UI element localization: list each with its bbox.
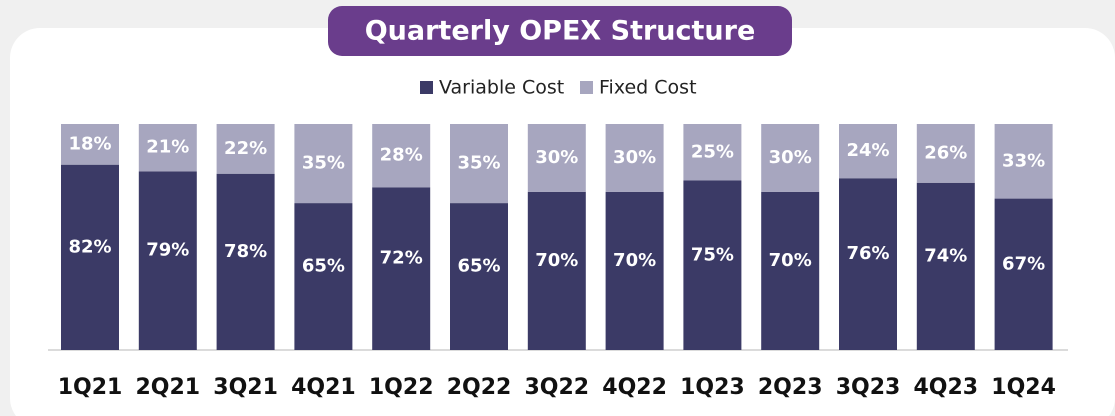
value-label: 65% [457, 256, 500, 277]
bar-segment [916, 182, 975, 350]
value-label: 18% [68, 133, 111, 154]
bar-segment [450, 203, 508, 350]
x-tick-label: 3Q23 [836, 375, 901, 400]
bar-segment [216, 173, 275, 350]
bar-segment [683, 124, 742, 181]
value-label: 35% [302, 153, 345, 174]
chart-title: Quarterly OPEX Structure [365, 16, 756, 47]
value-label: 70% [535, 250, 578, 271]
value-label: 33% [1002, 150, 1045, 171]
bar-segment [527, 191, 586, 350]
value-label: 70% [769, 250, 812, 271]
legend-label: Variable Cost [439, 77, 564, 99]
value-label: 26% [924, 142, 967, 163]
bar-segment [994, 198, 1053, 350]
x-tick-label: 2Q21 [135, 375, 200, 400]
bar-segment [61, 164, 119, 350]
bar-segment [761, 124, 820, 192]
value-label: 82% [68, 236, 111, 257]
bar-segment [450, 124, 508, 204]
x-tick-label: 4Q21 [291, 375, 356, 400]
legend-swatch [580, 81, 593, 94]
bar-segment [294, 124, 353, 204]
value-label: 67% [1002, 253, 1045, 274]
value-label: 65% [302, 256, 345, 277]
bar-segment [839, 124, 897, 179]
value-label: 76% [846, 243, 889, 264]
bar-segment [916, 124, 975, 183]
x-tick-label: 4Q23 [913, 375, 978, 400]
x-tick-label: 3Q22 [524, 375, 589, 400]
value-label: 70% [613, 250, 656, 271]
x-tick-label: 1Q23 [680, 375, 745, 400]
value-label: 79% [146, 240, 189, 261]
value-label: 22% [224, 138, 267, 159]
bar-segment [605, 124, 664, 192]
bar-segment [761, 191, 820, 350]
bar-segment [372, 187, 431, 350]
x-tick-label: 4Q22 [602, 375, 667, 400]
value-label: 24% [846, 140, 889, 161]
value-label: 30% [769, 147, 812, 168]
value-label: 78% [224, 241, 267, 262]
legend-label: Fixed Cost [599, 77, 697, 99]
bar-segment [138, 171, 197, 350]
legend-swatch [420, 81, 433, 94]
value-label: 25% [691, 141, 734, 162]
bar-segment [683, 180, 742, 350]
x-tick-label: 3Q21 [213, 375, 278, 400]
value-label: 72% [380, 248, 423, 269]
x-tick-label: 2Q22 [447, 375, 512, 400]
bar-segment [138, 124, 197, 172]
value-label: 74% [924, 245, 967, 266]
bar-segment [216, 124, 275, 174]
bar-segment [605, 191, 664, 350]
title-pill [328, 6, 792, 56]
value-label: 30% [613, 147, 656, 168]
bar-segment [294, 203, 353, 350]
bar-segment [372, 124, 431, 188]
bar-segment [527, 124, 586, 192]
value-label: 30% [535, 147, 578, 168]
bar-segment [994, 124, 1053, 199]
value-label: 35% [457, 153, 500, 174]
bar-segment [839, 178, 897, 350]
value-label: 75% [691, 244, 734, 265]
x-tick-label: 1Q24 [991, 375, 1056, 400]
value-label: 28% [380, 145, 423, 166]
x-tick-label: 2Q23 [758, 375, 823, 400]
x-tick-label: 1Q22 [369, 375, 434, 400]
bar-segment [61, 124, 119, 165]
x-tick-label: 1Q21 [58, 375, 123, 400]
value-label: 21% [146, 137, 189, 158]
